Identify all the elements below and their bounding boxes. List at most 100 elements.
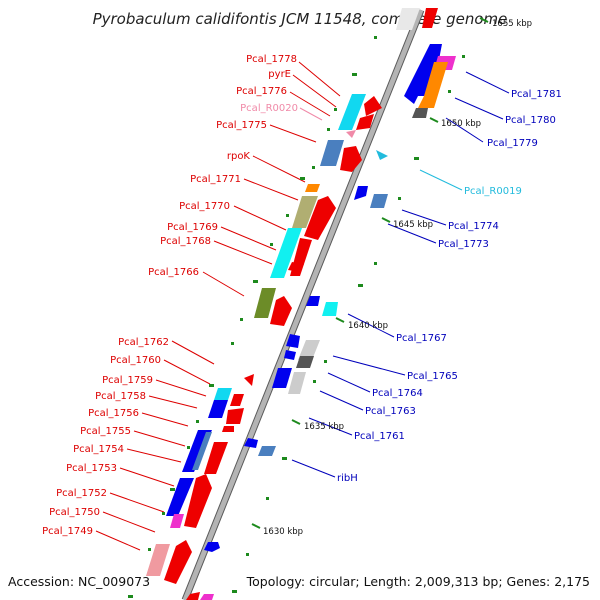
gene-feature[interactable]	[270, 296, 292, 326]
gene-label-pcal-1759[interactable]: Pcal_1759	[102, 375, 153, 386]
gene-arrow-rpok[interactable]	[305, 184, 320, 192]
kbp-tick-1655	[479, 17, 489, 23]
gene-label-pcal-1762[interactable]: Pcal_1762	[118, 337, 169, 348]
gene-arrow-ribh[interactable]	[258, 446, 276, 456]
gene-label-pcal-1771[interactable]: Pcal_1771	[190, 174, 241, 185]
gene-arrow-pcal-1749[interactable]	[146, 544, 170, 576]
gene-label-pcal-1764[interactable]: Pcal_1764	[372, 388, 423, 399]
minor-tick	[324, 360, 327, 363]
gene-label-pcal-1779[interactable]: Pcal_1779	[487, 138, 538, 149]
gene-label-pcal-1776[interactable]: Pcal_1776	[236, 86, 287, 97]
minor-tick	[246, 553, 249, 556]
gene-label-pcal-1765[interactable]: Pcal_1765	[407, 371, 458, 382]
gene-label-pcal-1760[interactable]: Pcal_1760	[110, 355, 161, 366]
minor-tick	[334, 108, 337, 111]
gene-arrow-pcal-1779[interactable]	[412, 108, 428, 118]
kbp-tick-1650	[429, 117, 439, 123]
gene-feature[interactable]	[226, 408, 244, 424]
gene-arrow-pcal-1764[interactable]	[286, 334, 300, 348]
gene-label-pcal-1773[interactable]: Pcal_1773	[438, 239, 489, 250]
gene-arrow-pyre[interactable]	[364, 96, 382, 116]
gene-feature[interactable]	[186, 592, 200, 600]
gene-feature[interactable]	[396, 8, 420, 30]
gene-arrow-pcal-1765[interactable]	[298, 340, 320, 360]
gene-label-pcal-1754[interactable]: Pcal_1754	[73, 444, 124, 455]
gene-feature[interactable]	[422, 8, 438, 28]
gene-arrow-pcal-1755[interactable]	[192, 432, 212, 470]
gene-feature[interactable]	[340, 146, 362, 172]
gene-label-pcal-1769[interactable]: Pcal_1769	[167, 222, 218, 233]
minor-tick	[187, 446, 190, 449]
gene-arrow-pcal-1752[interactable]	[166, 478, 194, 516]
gene-arrow-pcal-1767[interactable]	[306, 296, 320, 306]
gene-label-pcal-1752[interactable]: Pcal_1752	[56, 488, 107, 499]
gene-arrow-pcal-1754[interactable]	[204, 442, 228, 474]
gene-label-pcal-1778[interactable]: Pcal_1778	[246, 54, 297, 65]
accession-text: Accession: NC_009073	[8, 574, 150, 589]
gene-feature[interactable]	[284, 350, 296, 360]
gene-label-pcal-1753[interactable]: Pcal_1753	[66, 463, 117, 474]
gene-arrow-pcal-r0019[interactable]	[376, 150, 388, 160]
gene-arrow-pcal-r0020[interactable]	[346, 130, 356, 138]
gene-feature[interactable]	[204, 542, 220, 552]
gene-arrow-pcal-1773[interactable]	[370, 194, 388, 208]
gene-label-pcal-1770[interactable]: Pcal_1770	[179, 201, 230, 212]
gene-label-pcal-1750[interactable]: Pcal_1750	[49, 507, 100, 518]
gene-arrow-pcal-1758[interactable]	[230, 394, 244, 406]
gene-feature[interactable]	[184, 474, 212, 528]
gene-arrow-pcal-1771[interactable]	[292, 196, 318, 228]
leader-pcal-1781	[465, 71, 510, 94]
gene-label-rpok[interactable]: rpoK	[227, 151, 251, 162]
leader-pcal-1769	[220, 226, 277, 251]
gene-label-pcal-1774[interactable]: Pcal_1774	[448, 221, 499, 232]
gene-arrow-pcal-1761[interactable]	[244, 438, 258, 448]
gene-label-pcal-1761[interactable]: Pcal_1761	[354, 431, 405, 442]
gene-label-pcal-1768[interactable]: Pcal_1768	[160, 236, 211, 247]
gene-label-pcal-r0019[interactable]: Pcal_R0019	[464, 186, 522, 197]
gene-feature[interactable]	[200, 594, 214, 600]
gene-arrow-pcal-1778[interactable]	[338, 94, 366, 130]
gene-arrow-pcal-1753[interactable]	[222, 426, 234, 432]
gene-label-ribh[interactable]: ribH	[337, 473, 358, 484]
right-labels: Pcal_1781 Pcal_1780 Pcal_1779 Pcal_R0019…	[337, 89, 562, 484]
gene-label-pcal-1763[interactable]: Pcal_1763	[365, 406, 416, 417]
minor-tick	[358, 284, 363, 287]
leader-pcal-1775	[269, 124, 317, 143]
gene-label-pcal-1749[interactable]: Pcal_1749	[42, 526, 93, 537]
gene-label-pcal-1775[interactable]: Pcal_1775	[216, 120, 267, 131]
gene-label-pcal-1758[interactable]: Pcal_1758	[95, 391, 146, 402]
gene-label-pyre[interactable]: pyrE	[268, 69, 291, 80]
leader-pcal-1763	[319, 390, 364, 411]
gene-arrow-pcal-1762[interactable]	[244, 374, 254, 386]
gene-arrow-pcal-1750[interactable]	[170, 514, 184, 528]
gene-label-pcal-1756[interactable]: Pcal_1756	[88, 408, 139, 419]
gene-arrow-pcal-1770[interactable]	[304, 196, 336, 240]
minor-tick	[398, 197, 401, 200]
gene-arrow-pcal-1759[interactable]	[208, 400, 228, 418]
minor-tick	[240, 318, 243, 321]
gene-arrow-pcal-1780[interactable]	[418, 62, 448, 108]
gene-label-pcal-1766[interactable]: Pcal_1766	[148, 267, 199, 278]
gene-label-pcal-1755[interactable]: Pcal_1755	[80, 426, 131, 437]
gene-feature[interactable]	[288, 262, 304, 272]
gene-feature[interactable]	[288, 372, 306, 394]
gene-label-pcal-r0020[interactable]: Pcal_R0020	[240, 103, 298, 114]
gene-arrow-pcal-1763[interactable]	[272, 368, 292, 388]
leader-pcal-1771	[243, 178, 299, 201]
gene-label-pcal-1780[interactable]: Pcal_1780	[505, 115, 556, 126]
gene-feature[interactable]	[296, 356, 314, 368]
gene-arrow-pcal-1766[interactable]	[254, 288, 276, 318]
right-strand-genes	[200, 8, 456, 600]
gene-label-pcal-1767[interactable]: Pcal_1767	[396, 333, 447, 344]
gene-arrow-pcal-1760[interactable]	[214, 388, 232, 400]
gene-arrow-pcal-1774[interactable]	[354, 186, 368, 200]
backbone-line	[182, 9, 424, 600]
gene-arrow-pcal-1776[interactable]	[356, 114, 374, 130]
gene-feature[interactable]	[164, 540, 192, 584]
gene-label-pcal-1781[interactable]: Pcal_1781	[511, 89, 562, 100]
gene-feature[interactable]	[322, 302, 338, 316]
gene-arrow-pcal-1769[interactable]	[270, 228, 302, 278]
gene-arrow-pcal-1775[interactable]	[320, 140, 344, 166]
leader-pcal-1768	[213, 240, 273, 265]
